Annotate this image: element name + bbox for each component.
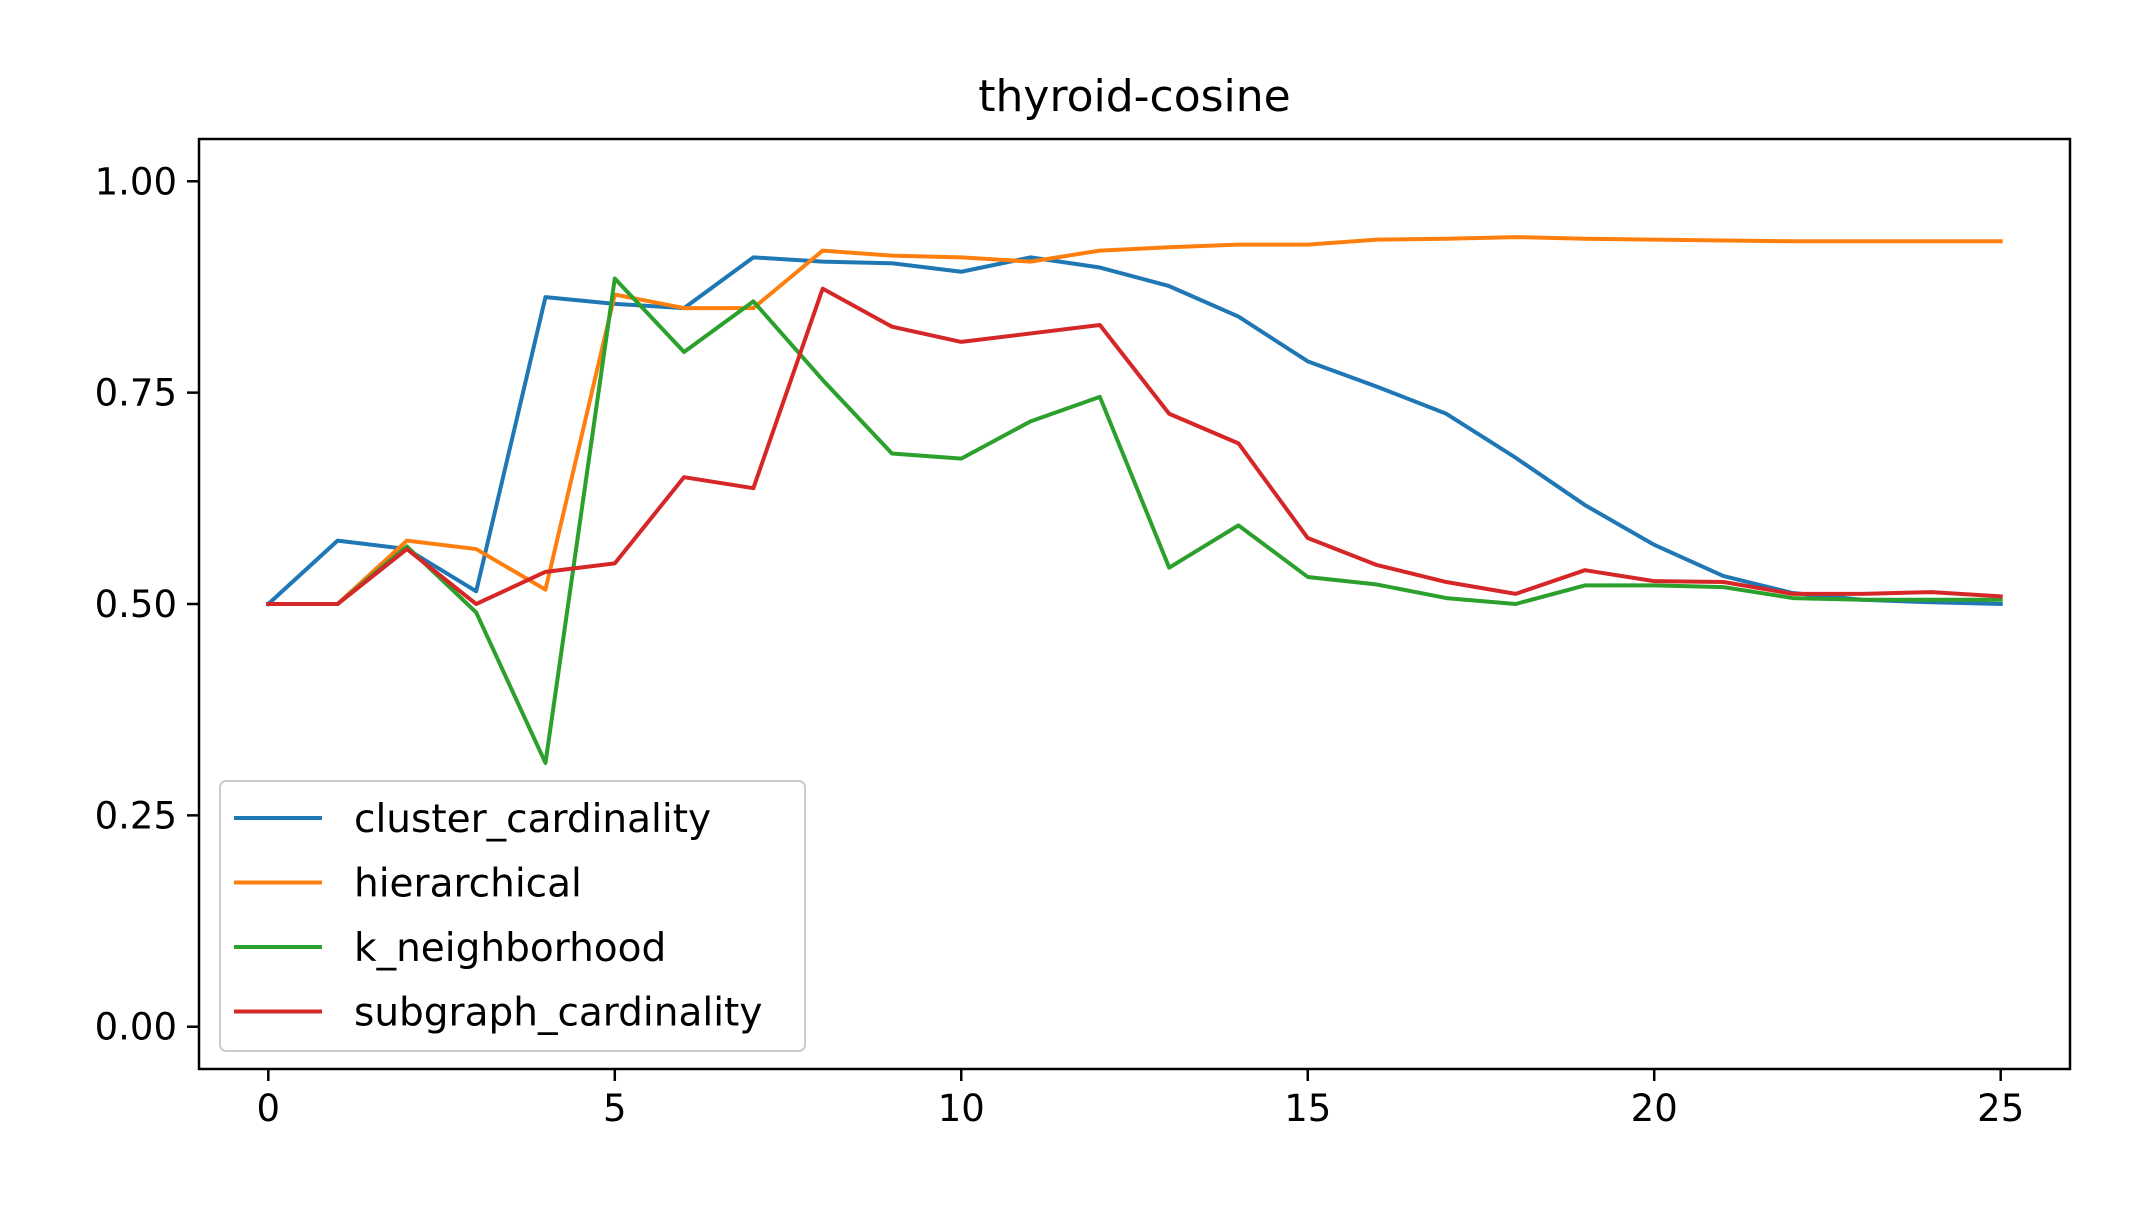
y-tick-label: 0.25 bbox=[95, 794, 177, 837]
y-axis: 0.00 0.25 0.50 0.75 1.00 bbox=[95, 160, 199, 1049]
y-tick-label: 0.50 bbox=[95, 583, 177, 626]
y-tick-label: 0.75 bbox=[95, 372, 177, 415]
legend-box bbox=[219, 780, 806, 1052]
x-axis: 0 5 10 15 20 25 bbox=[257, 1069, 2024, 1130]
y-tick-label: 1.00 bbox=[95, 160, 177, 203]
series-line-subgraph_cardinality bbox=[266, 286, 2003, 606]
legend: cluster_cardinality hierarchical k_neighbo… bbox=[219, 780, 806, 1052]
y-tick-label: 0.00 bbox=[95, 1006, 177, 1049]
x-tick-label: 5 bbox=[603, 1087, 627, 1130]
series-layer bbox=[265, 235, 2003, 765]
x-tick-label: 0 bbox=[257, 1087, 281, 1130]
legend-label-subgraph_cardinality: subgraph_cardinality bbox=[354, 991, 762, 1036]
series-line-cluster_cardinality bbox=[265, 255, 2003, 607]
x-tick-label: 15 bbox=[1284, 1087, 1331, 1130]
chart-title: thyroid-cosine bbox=[978, 71, 1290, 122]
x-tick-label: 20 bbox=[1631, 1087, 1678, 1130]
x-tick-label: 10 bbox=[938, 1087, 985, 1130]
x-tick-label: 25 bbox=[1977, 1087, 2024, 1130]
legend-label-hierarchical: hierarchical bbox=[354, 862, 582, 907]
series-line-k_neighborhood bbox=[266, 276, 2003, 765]
legend-label-cluster_cardinality: cluster_cardinality bbox=[354, 797, 711, 842]
legend-label-k_neighborhood: k_neighborhood bbox=[354, 926, 666, 971]
series-line-hierarchical bbox=[266, 235, 2003, 606]
